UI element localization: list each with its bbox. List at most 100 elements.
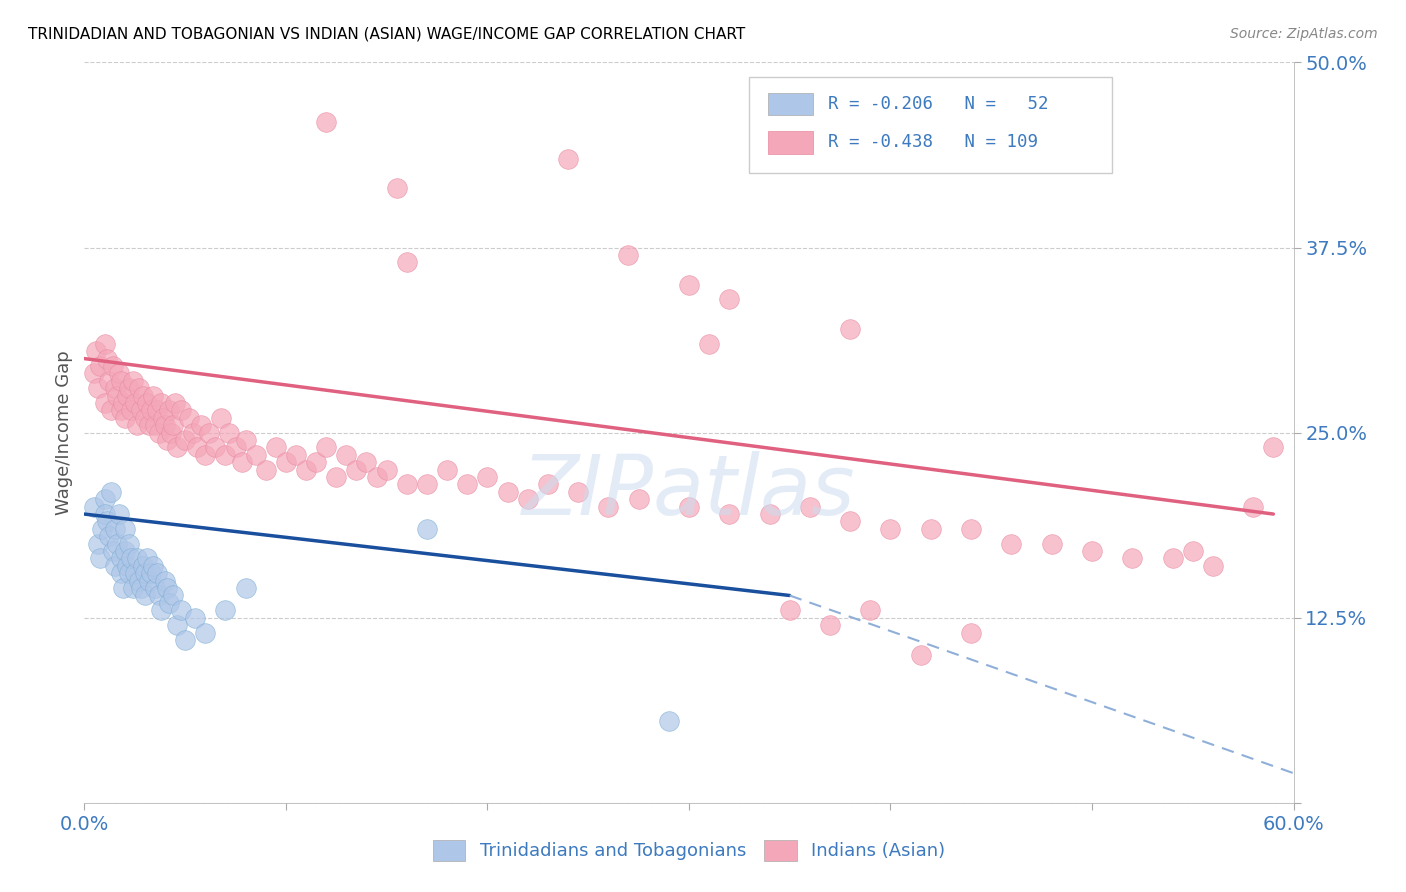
Point: [678, 500, 700, 514]
Point: [87, 536, 110, 550]
Point: [104, 381, 127, 395]
Point: [101, 544, 124, 558]
Point: [416, 522, 439, 536]
Point: [149, 396, 172, 410]
Point: [436, 462, 458, 476]
Point: [132, 388, 155, 402]
Point: [125, 551, 148, 566]
Point: [143, 418, 166, 433]
Point: [416, 477, 439, 491]
Point: [920, 522, 942, 536]
Point: [174, 433, 197, 447]
Point: [198, 425, 221, 440]
Point: [204, 441, 226, 455]
Point: [235, 433, 257, 447]
Point: [91, 522, 114, 536]
Point: [162, 418, 184, 433]
Point: [325, 470, 347, 484]
Point: [799, 500, 821, 514]
Point: [274, 455, 297, 469]
Point: [960, 625, 983, 640]
Point: [142, 388, 165, 402]
Point: [678, 277, 700, 292]
Point: [156, 581, 179, 595]
Text: R = -0.438   N = 109: R = -0.438 N = 109: [828, 134, 1038, 152]
Point: [557, 152, 579, 166]
Point: [118, 536, 141, 550]
Point: [859, 603, 882, 617]
Point: [138, 418, 160, 433]
Point: [214, 603, 236, 617]
Point: [104, 522, 127, 536]
Point: [537, 477, 560, 491]
Point: [190, 418, 212, 433]
Point: [315, 114, 337, 128]
Point: [153, 574, 176, 588]
Point: [97, 374, 120, 388]
Point: [194, 448, 217, 462]
Point: [139, 403, 162, 417]
Point: [375, 462, 398, 476]
Point: [135, 396, 157, 410]
Point: [718, 507, 741, 521]
Point: [128, 574, 150, 588]
Point: [93, 336, 115, 351]
Point: [170, 403, 193, 417]
Point: [128, 381, 150, 395]
FancyBboxPatch shape: [768, 131, 814, 153]
Point: [152, 410, 174, 425]
Point: [395, 255, 418, 269]
Point: [149, 603, 172, 617]
Point: [162, 589, 184, 603]
Point: [134, 566, 156, 581]
Point: [779, 603, 801, 617]
Point: [1121, 551, 1143, 566]
Point: [134, 589, 156, 603]
Point: [148, 425, 170, 440]
Point: [105, 388, 128, 402]
Point: [111, 581, 134, 595]
Point: [697, 336, 720, 351]
Point: [960, 522, 983, 536]
Point: [598, 500, 620, 514]
Point: [567, 484, 589, 499]
Point: [104, 558, 127, 573]
Point: [1202, 558, 1225, 573]
Point: [93, 396, 115, 410]
Point: [115, 558, 138, 573]
Point: [627, 492, 650, 507]
Point: [264, 441, 287, 455]
Point: [111, 396, 134, 410]
Point: [231, 455, 253, 469]
Y-axis label: Wage/Income Gap: Wage/Income Gap: [55, 351, 73, 515]
Point: [146, 566, 169, 581]
Point: [96, 351, 118, 366]
Point: [114, 544, 136, 558]
Point: [87, 381, 110, 395]
Point: [120, 403, 142, 417]
Point: [166, 441, 188, 455]
Point: [879, 522, 901, 536]
Point: [120, 551, 142, 566]
Point: [125, 418, 148, 433]
Point: [139, 566, 162, 581]
Point: [214, 448, 236, 462]
Point: [143, 581, 166, 595]
Point: [395, 477, 418, 491]
Point: [385, 181, 408, 195]
Point: [100, 484, 122, 499]
Point: [124, 566, 146, 581]
Point: [477, 470, 499, 484]
FancyBboxPatch shape: [749, 78, 1112, 173]
Point: [132, 558, 155, 573]
Point: [170, 603, 193, 617]
Legend: Trinidadians and Tobagonians, Indians (Asian): Trinidadians and Tobagonians, Indians (A…: [426, 832, 952, 868]
Point: [1241, 500, 1264, 514]
Point: [285, 448, 308, 462]
Point: [356, 455, 378, 469]
Point: [110, 566, 132, 581]
Text: TRINIDADIAN AND TOBAGONIAN VS INDIAN (ASIAN) WAGE/INCOME GAP CORRELATION CHART: TRINIDADIAN AND TOBAGONIAN VS INDIAN (AS…: [28, 27, 745, 42]
FancyBboxPatch shape: [768, 93, 814, 115]
Point: [1040, 536, 1063, 550]
Point: [218, 425, 240, 440]
